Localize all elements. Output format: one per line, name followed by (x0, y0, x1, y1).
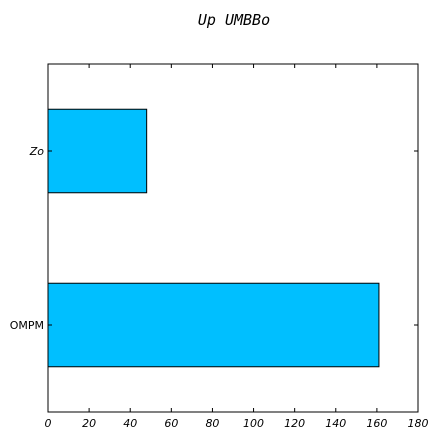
category-label: OMPM (10, 319, 44, 332)
bars-group (47, 108, 380, 368)
x-tick-label: 180 (408, 417, 429, 430)
x-tick-label: 120 (284, 417, 305, 430)
x-tick-label: 60 (164, 417, 178, 430)
x-tick-label: 20 (82, 417, 96, 430)
bar-ompm (47, 282, 380, 368)
category-label: Zo (29, 145, 45, 158)
plot-frame (47, 63, 419, 413)
x-tick-label: 40 (123, 417, 137, 430)
x-tick-label: 80 (205, 417, 219, 430)
x-tick-label: 0 (45, 417, 52, 430)
ticks-group: Zo OMPM 0 20 40 60 80 100 120 140 160 180 (10, 64, 429, 430)
x-tick-label: 160 (366, 417, 387, 430)
x-tick-label: 100 (243, 417, 264, 430)
x-tick-label: 140 (325, 417, 346, 430)
chart-title: Up UMBBo (198, 11, 270, 29)
bar-zo (47, 108, 148, 194)
